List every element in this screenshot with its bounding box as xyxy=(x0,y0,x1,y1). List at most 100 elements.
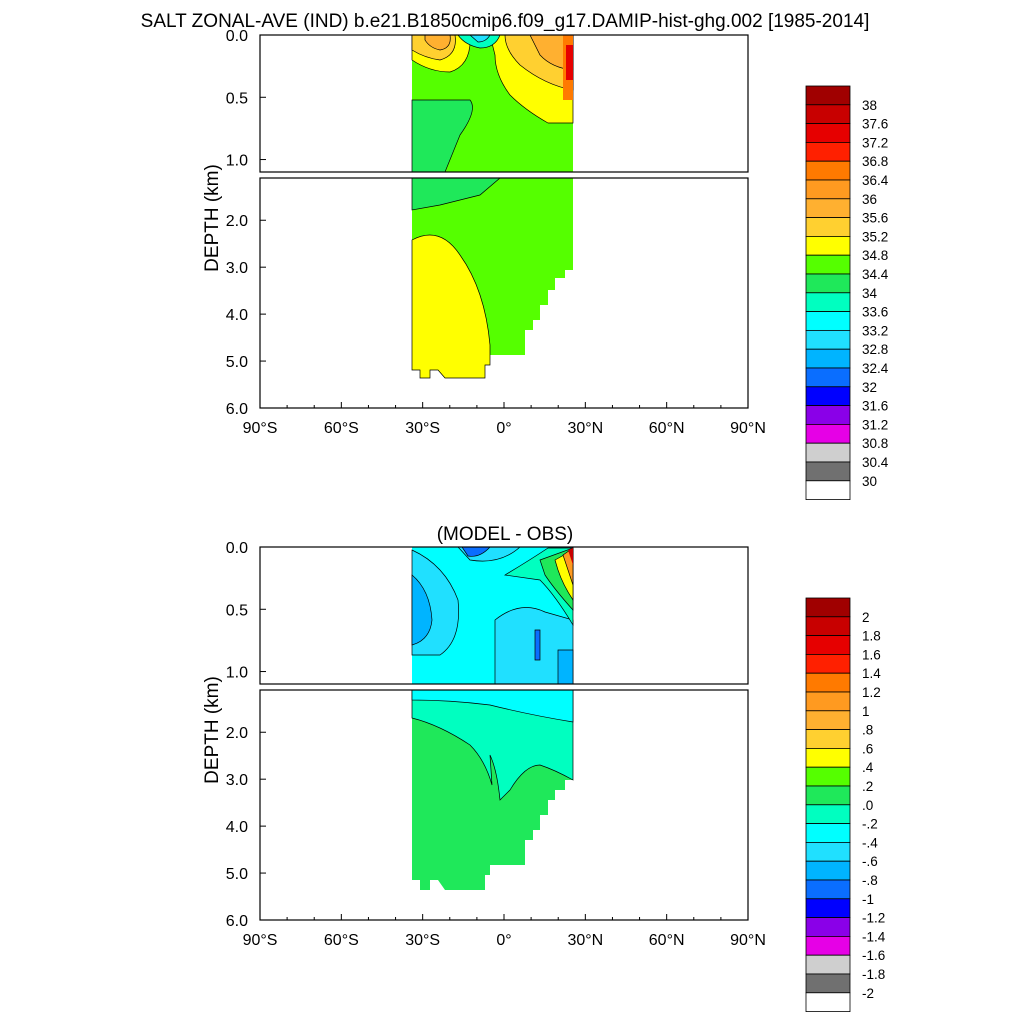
y-tick-label: 4.0 xyxy=(226,307,248,324)
y-tick-label: 3.0 xyxy=(226,260,248,277)
colorbar-label: -1.2 xyxy=(862,911,885,926)
colorbar-label: 32.4 xyxy=(862,361,889,376)
colorbar-swatch xyxy=(805,198,851,219)
colorbar-label: 35.2 xyxy=(862,229,888,244)
difference-ylabel: DEPTH (km) xyxy=(202,676,223,784)
diff-field-fill-m03-deep xyxy=(411,690,574,723)
model-ylabel: DEPTH (km) xyxy=(202,164,223,272)
colorbar-label: 35.6 xyxy=(862,211,888,226)
colorbar-label: 33.2 xyxy=(862,323,888,338)
colorbar-label: 1 xyxy=(862,704,870,719)
colorbar-swatch xyxy=(805,973,851,994)
y-tick-label: 5.0 xyxy=(226,866,248,883)
colorbar-label: 37.2 xyxy=(862,135,888,150)
colorbar-swatch xyxy=(805,748,851,768)
model-field-fill-340-deep xyxy=(411,178,501,211)
colorbar-label: 30.8 xyxy=(862,436,888,451)
colorbar-swatch xyxy=(805,292,851,312)
colorbar-swatch xyxy=(805,917,851,937)
x-tick-label: 30°N xyxy=(567,420,603,437)
x-tick-label: 60°S xyxy=(324,932,359,949)
colorbar-label: .8 xyxy=(862,723,873,738)
colorbar-swatch xyxy=(805,654,851,674)
y-tick-label: 2.0 xyxy=(226,213,248,230)
colorbar-label: .0 xyxy=(862,798,873,813)
colorbar-label: -.4 xyxy=(862,835,878,850)
colorbar-swatch xyxy=(805,160,851,181)
colorbar-swatch xyxy=(805,635,851,655)
difference-axis-ticks: 90°S 60°S 30°S 0° 30°N 60°N 90°N 0.0 0.5 1.0 2.0 3.… xyxy=(226,540,766,949)
x-tick-label: 90°N xyxy=(730,420,766,437)
diff-field-fill-m09 xyxy=(534,629,541,661)
model-field-fill-356b xyxy=(424,35,451,51)
model-field-fill-340 xyxy=(411,99,473,172)
colorbar-swatch xyxy=(805,480,851,500)
colorbar-label: 32 xyxy=(862,380,877,395)
diff-field-fill-m01-deep xyxy=(411,690,574,801)
colorbar-swatch xyxy=(805,405,851,425)
colorbar-swatch xyxy=(805,348,851,369)
y-tick-label: 0.0 xyxy=(226,540,248,557)
colorbar-label: 1.2 xyxy=(862,685,881,700)
colorbar-label: 31.2 xyxy=(862,417,888,432)
y-tick-label: 3.0 xyxy=(226,772,248,789)
colorbar-swatch xyxy=(805,179,851,200)
y-tick-label: 6.0 xyxy=(226,401,248,418)
colorbar-swatch xyxy=(805,804,851,824)
colorbar-swatch xyxy=(805,860,851,881)
model-upper-field xyxy=(411,35,574,172)
colorbar-swatch xyxy=(805,461,851,482)
colorbar-swatch xyxy=(805,235,851,256)
colorbar-swatch xyxy=(805,898,851,918)
colorbar-label: 31.6 xyxy=(862,399,888,414)
colorbar-label: -1 xyxy=(862,892,874,907)
y-tick-label: 5.0 xyxy=(226,354,248,371)
x-tick-label: 30°S xyxy=(405,932,440,949)
colorbar-label: 38 xyxy=(862,98,877,113)
colorbar-swatch xyxy=(805,104,851,125)
difference-lower-field xyxy=(411,690,574,890)
colorbar-label: 1.4 xyxy=(862,666,881,681)
colorbar-label: 34 xyxy=(862,286,878,301)
colorbar-label: 36.8 xyxy=(862,154,888,169)
colorbar-swatch xyxy=(805,672,851,693)
colorbar-label: 36.4 xyxy=(862,173,889,188)
colorbar-label: -1.8 xyxy=(862,967,885,982)
colorbar-swatch xyxy=(805,710,851,730)
difference-upper-field xyxy=(411,547,574,684)
colorbar-label: 1.8 xyxy=(862,629,881,644)
colorbar-label: .2 xyxy=(862,779,873,794)
colorbar-label: -1.4 xyxy=(862,929,886,944)
x-tick-label: 90°N xyxy=(730,932,766,949)
y-tick-label: 6.0 xyxy=(226,913,248,930)
colorbar-swatch xyxy=(805,273,851,294)
diff-field-fill-m07b xyxy=(557,649,574,684)
y-tick-label: 2.0 xyxy=(226,725,248,742)
colorbar-swatch xyxy=(805,386,851,406)
colorbar-label: -2 xyxy=(862,986,874,1001)
colorbar-label: 37.6 xyxy=(862,117,888,132)
colorbar-label: 33.6 xyxy=(862,305,888,320)
difference-colorbar: 21.81.61.41.21.8.6.4.2.0-.2-.4-.6-.8-1-1… xyxy=(805,597,886,1012)
colorbar-swatch xyxy=(805,123,851,143)
x-tick-label: 90°S xyxy=(243,420,278,437)
colorbar-label: 34.8 xyxy=(862,248,888,263)
colorbar-swatch xyxy=(805,992,851,1012)
colorbar-swatch xyxy=(805,254,851,275)
x-tick-label: 30°N xyxy=(567,932,603,949)
panel-difference: (MODEL - OBS) 90°S 60°S 30°S 0° 30°N 60°N 90°N… xyxy=(202,524,886,1012)
colorbar-swatch xyxy=(805,616,851,636)
colorbar-label: 32.8 xyxy=(862,342,888,357)
colorbar-swatch xyxy=(805,597,851,618)
x-tick-label: 60°N xyxy=(649,932,685,949)
x-tick-label: 60°N xyxy=(649,420,685,437)
x-tick-label: 60°S xyxy=(324,420,359,437)
colorbar-label: -.6 xyxy=(862,854,878,869)
x-tick-label: 90°S xyxy=(243,932,278,949)
colorbar-swatch xyxy=(805,442,851,463)
colorbar-swatch xyxy=(805,954,851,975)
colorbar-label: -.8 xyxy=(862,873,878,888)
y-tick-label: 0.5 xyxy=(226,602,248,619)
colorbar-swatch xyxy=(805,936,851,956)
